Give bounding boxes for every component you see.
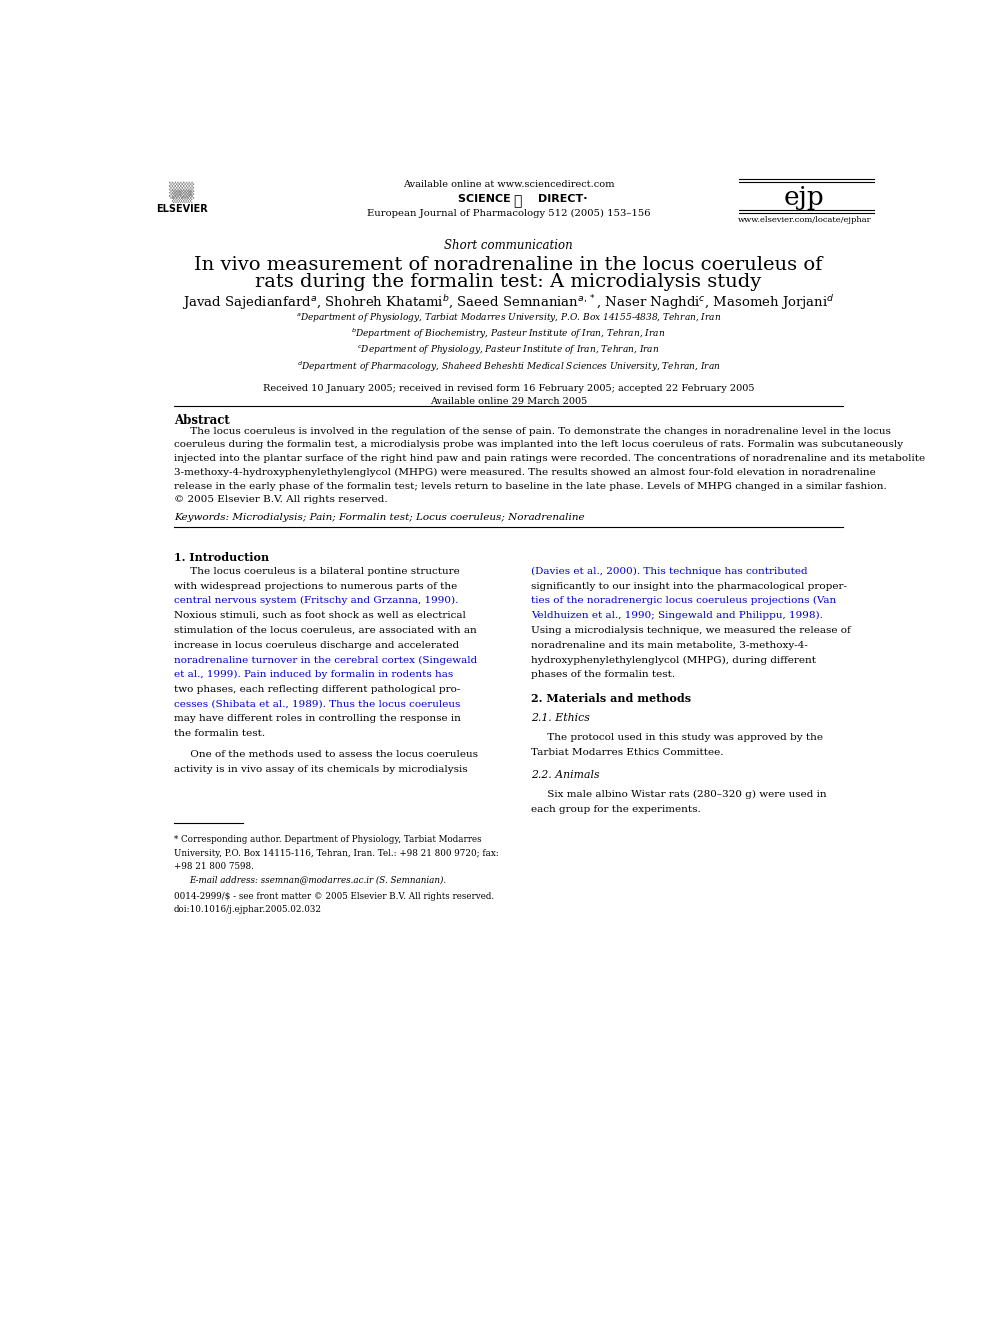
Text: © 2005 Elsevier B.V. All rights reserved.: © 2005 Elsevier B.V. All rights reserved… <box>174 495 388 504</box>
Text: activity is in vivo assay of its chemicals by microdialysis: activity is in vivo assay of its chemica… <box>174 765 467 774</box>
Text: $^a$Department of Physiology, Tarbiat Modarres University, P.O. Box 14155-4838, : $^a$Department of Physiology, Tarbiat Mo… <box>296 311 721 324</box>
Text: ELSEVIER: ELSEVIER <box>156 204 207 213</box>
Text: $^d$Department of Pharmacology, Shaheed Beheshti Medical Sciences University, Te: $^d$Department of Pharmacology, Shaheed … <box>297 360 720 374</box>
Text: Short communication: Short communication <box>444 239 572 253</box>
Text: The locus coeruleus is involved in the regulation of the sense of pain. To demon: The locus coeruleus is involved in the r… <box>174 427 891 435</box>
Text: Javad Sajedianfard$^a$, Shohreh Khatami$^b$, Saeed Semnanian$^{a,*}$, Naser Nagh: Javad Sajedianfard$^a$, Shohreh Khatami$… <box>183 294 834 312</box>
Text: increase in locus coeruleus discharge and accelerated: increase in locus coeruleus discharge an… <box>174 640 459 650</box>
Text: Abstract: Abstract <box>174 414 230 427</box>
Text: (Davies et al., 2000). This technique has contributed: (Davies et al., 2000). This technique ha… <box>532 566 808 576</box>
Text: 2.2. Animals: 2.2. Animals <box>532 770 600 781</box>
Text: Available online 29 March 2005: Available online 29 March 2005 <box>430 397 587 406</box>
Text: may have different roles in controlling the response in: may have different roles in controlling … <box>174 714 461 724</box>
Text: central nervous system (Fritschy and Grzanna, 1990).: central nervous system (Fritschy and Grz… <box>174 597 458 606</box>
Text: rats during the formalin test: A microdialysis study: rats during the formalin test: A microdi… <box>255 273 762 291</box>
Text: 2.1. Ethics: 2.1. Ethics <box>532 713 590 722</box>
Text: each group for the experiments.: each group for the experiments. <box>532 806 701 814</box>
Text: Six male albino Wistar rats (280–320 g) were used in: Six male albino Wistar rats (280–320 g) … <box>532 790 827 799</box>
Text: cesses (Shibata et al., 1989). Thus the locus coeruleus: cesses (Shibata et al., 1989). Thus the … <box>174 700 460 709</box>
Text: 2. Materials and methods: 2. Materials and methods <box>532 693 691 704</box>
Text: Tarbiat Modarres Ethics Committee.: Tarbiat Modarres Ethics Committee. <box>532 747 724 757</box>
Text: stimulation of the locus coeruleus, are associated with an: stimulation of the locus coeruleus, are … <box>174 626 477 635</box>
Text: with widespread projections to numerous parts of the: with widespread projections to numerous … <box>174 582 457 590</box>
Text: Veldhuizen et al., 1990; Singewald and Philippu, 1998).: Veldhuizen et al., 1990; Singewald and P… <box>532 611 823 620</box>
Text: $^c$Department of Physiology, Pasteur Institute of Iran, Tehran, Iran: $^c$Department of Physiology, Pasteur In… <box>357 343 660 356</box>
Text: noradrenaline and its main metabolite, 3-methoxy-4-: noradrenaline and its main metabolite, 3… <box>532 640 808 650</box>
Text: release in the early phase of the formalin test; levels return to baseline in th: release in the early phase of the formal… <box>174 482 887 491</box>
Text: phases of the formalin test.: phases of the formalin test. <box>532 671 676 679</box>
Text: In vivo measurement of noradrenaline in the locus coeruleus of: In vivo measurement of noradrenaline in … <box>194 255 822 274</box>
Text: ▒▒▒: ▒▒▒ <box>172 189 191 202</box>
Text: $^b$Department of Biochemistry, Pasteur Institute of Iran, Tehran, Iran: $^b$Department of Biochemistry, Pasteur … <box>351 327 666 341</box>
Text: Keywords: Microdialysis; Pain; Formalin test; Locus coeruleus; Noradrenaline: Keywords: Microdialysis; Pain; Formalin … <box>174 513 584 523</box>
Text: One of the methods used to assess the locus coeruleus: One of the methods used to assess the lo… <box>174 750 478 759</box>
Text: doi:10.1016/j.ejphar.2005.02.032: doi:10.1016/j.ejphar.2005.02.032 <box>174 905 322 914</box>
Text: * Corresponding author. Department of Physiology, Tarbiat Modarres: * Corresponding author. Department of Ph… <box>174 836 481 844</box>
Text: ⓓ: ⓓ <box>514 194 522 208</box>
Text: ejp: ejp <box>784 185 824 210</box>
Text: noradrenaline turnover in the cerebral cortex (Singewald: noradrenaline turnover in the cerebral c… <box>174 655 477 664</box>
Text: Using a microdialysis technique, we measured the release of: Using a microdialysis technique, we meas… <box>532 626 851 635</box>
Text: Available online at www.sciencedirect.com: Available online at www.sciencedirect.co… <box>403 180 614 189</box>
Text: 0014-2999/$ - see front matter © 2005 Elsevier B.V. All rights reserved.: 0014-2999/$ - see front matter © 2005 El… <box>174 892 494 901</box>
Text: Received 10 January 2005; received in revised form 16 February 2005; accepted 22: Received 10 January 2005; received in re… <box>263 384 754 393</box>
Text: 1. Introduction: 1. Introduction <box>174 552 269 564</box>
Text: SCIENCE: SCIENCE <box>458 194 515 205</box>
Text: Noxious stimuli, such as foot shock as well as electrical: Noxious stimuli, such as foot shock as w… <box>174 611 466 620</box>
Text: The locus coeruleus is a bilateral pontine structure: The locus coeruleus is a bilateral ponti… <box>174 566 459 576</box>
Text: hydroxyphenylethylenglycol (MHPG), during different: hydroxyphenylethylenglycol (MHPG), durin… <box>532 655 816 664</box>
Text: E-mail address: ssemnan@modarres.ac.ir (S. Semnanian).: E-mail address: ssemnan@modarres.ac.ir (… <box>189 876 446 884</box>
Text: ties of the noradrenergic locus coeruleus projections (Van: ties of the noradrenergic locus coeruleu… <box>532 597 836 606</box>
Text: the formalin test.: the formalin test. <box>174 729 265 738</box>
Text: European Journal of Pharmacology 512 (2005) 153–156: European Journal of Pharmacology 512 (20… <box>367 209 650 218</box>
Text: www.elsevier.com/locate/ejphar: www.elsevier.com/locate/ejphar <box>738 216 871 224</box>
Text: significantly to our insight into the pharmacological proper-: significantly to our insight into the ph… <box>532 582 847 590</box>
Text: DIRECT·: DIRECT· <box>538 194 587 205</box>
Text: University, P.O. Box 14115-116, Tehran, Iran. Tel.: +98 21 800 9720; fax:: University, P.O. Box 14115-116, Tehran, … <box>174 849 499 857</box>
Text: ▒▒▒: ▒▒▒ <box>169 181 194 198</box>
Text: The protocol used in this study was approved by the: The protocol used in this study was appr… <box>532 733 823 742</box>
Text: coeruleus during the formalin test, a microdialysis probe was implanted into the: coeruleus during the formalin test, a mi… <box>174 441 903 450</box>
Text: et al., 1999). Pain induced by formalin in rodents has: et al., 1999). Pain induced by formalin … <box>174 671 453 679</box>
Text: injected into the plantar surface of the right hind paw and pain ratings were re: injected into the plantar surface of the… <box>174 454 926 463</box>
Text: +98 21 800 7598.: +98 21 800 7598. <box>174 863 254 871</box>
Text: 3-methoxy-4-hydroxyphenylethylenglycol (MHPG) were measured. The results showed : 3-methoxy-4-hydroxyphenylethylenglycol (… <box>174 468 876 478</box>
Text: two phases, each reflecting different pathological pro-: two phases, each reflecting different pa… <box>174 685 460 695</box>
